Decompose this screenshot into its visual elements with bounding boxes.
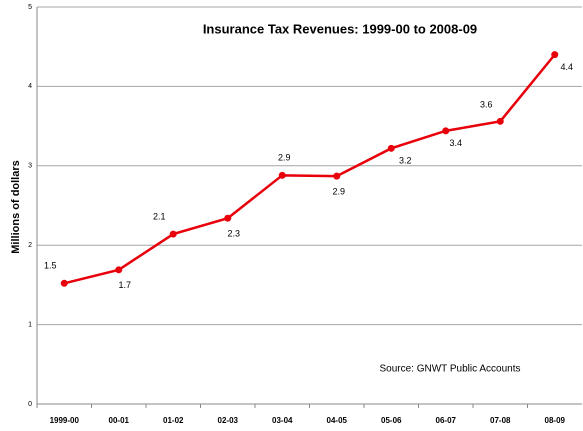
line [63,53,556,285]
data-label: 2.9 [278,153,291,163]
y-tick-label: 5 [28,4,32,11]
x-tick-label: 01-02 [163,416,184,425]
marker [333,172,341,180]
x-tick-label: 04-05 [327,416,348,425]
marker [387,144,395,152]
x-tick-label: 1999-00 [50,416,80,425]
y-tick-label: 2 [28,242,32,249]
marker [496,117,504,125]
marker [115,266,123,274]
marker [551,51,559,59]
data-label: 3.2 [399,156,412,166]
y-axis-label: Millions of dollars [10,160,22,254]
data-label: 1.5 [44,261,57,271]
marker [169,230,177,238]
y-tick-label: 0 [28,401,32,408]
data-label: 1.7 [118,280,131,290]
marker [442,127,450,135]
data-label: 3.6 [480,100,493,110]
x-tick-label: 02-03 [218,416,239,425]
marker [60,279,68,287]
annotation: Source: GNWT Public Accounts [380,364,521,375]
x-tick-label: 06-07 [436,416,457,425]
y-tick-label: 4 [28,83,32,90]
data-label: 2.1 [153,211,166,221]
y-tick-label: 1 [28,321,32,328]
x-tick-label: 08-09 [545,416,566,425]
chart-title: Insurance Tax Revenues: 1999-00 to 2008-… [203,21,477,36]
x-tick-label: 00-01 [109,416,130,425]
data-label: 4.4 [560,62,573,72]
x-tick-label: 03-04 [272,416,293,425]
marker [224,214,232,222]
data-label: 3.4 [449,138,462,148]
x-tick-label: 05-06 [381,416,402,425]
data-label: 2.9 [332,186,345,196]
y-tick-label: 3 [28,163,32,170]
marker [278,171,286,179]
data-label: 2.3 [227,229,240,239]
x-tick-label: 07-08 [490,416,511,425]
